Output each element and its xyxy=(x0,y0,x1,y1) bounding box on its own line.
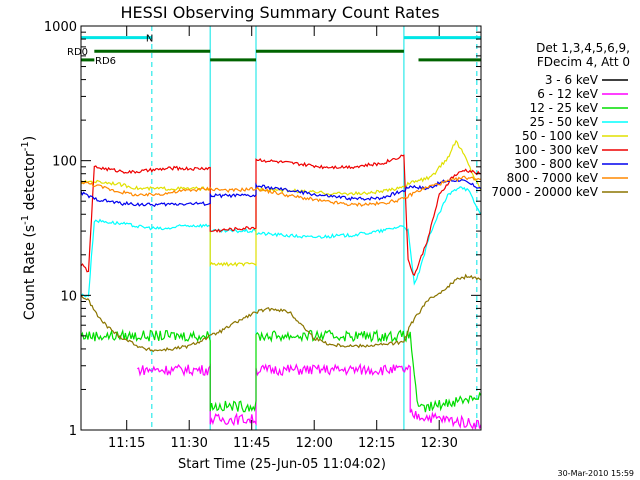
legend: Det 1,3,4,5,6,9, FDecim 4, Att 0 3 - 6 k… xyxy=(491,41,630,199)
legend-label-4: 50 - 100 keV xyxy=(522,129,599,143)
series-line-7 xyxy=(80,175,482,207)
y-tick-label-1: 10 xyxy=(60,289,77,304)
x-tick-label-4: 12:15 xyxy=(358,436,395,451)
series-line-5 xyxy=(80,154,482,277)
legend-label-3: 25 - 50 keV xyxy=(530,115,599,129)
chart-title: HESSI Observing Summary Count Rates xyxy=(120,3,439,22)
x-tick-label-1: 11:30 xyxy=(170,436,207,451)
x-axis: 11:15 11:30 11:45 12:00 12:15 12:30 xyxy=(108,26,458,451)
x-tick-label-0: 11:15 xyxy=(108,436,145,451)
plot-frame xyxy=(80,25,482,431)
decimation-label-top: RD0 xyxy=(67,47,88,58)
legend-label-7: 800 - 7000 keV xyxy=(507,171,599,185)
legend-label-8: 7000 - 20000 keV xyxy=(491,185,598,199)
legend-label-0: 3 - 6 keV xyxy=(545,73,599,87)
decimation-label-bottom: RD6 xyxy=(95,56,116,67)
x-tick-label-5: 12:30 xyxy=(420,436,457,451)
y-tick-label-0: 1 xyxy=(69,424,77,439)
series-line-2 xyxy=(80,328,482,413)
y-axis: 1 10 100 1000 xyxy=(44,20,481,439)
legend-label-5: 100 - 300 keV xyxy=(514,143,598,157)
series-line-3 xyxy=(80,186,482,298)
y-axis-label: Count Rate (s-1 detector-1) xyxy=(20,136,38,320)
legend-header-line-1: Det 1,3,4,5,6,9, xyxy=(536,41,630,55)
legend-label-1: 6 - 12 keV xyxy=(537,87,599,101)
x-tick-label-3: 12:00 xyxy=(295,436,332,451)
legend-label-6: 300 - 800 keV xyxy=(514,157,598,171)
legend-label-2: 12 - 25 keV xyxy=(530,101,599,115)
plot-area: N RD0 RD6 xyxy=(67,26,482,430)
x-axis-label: Start Time (25-Jun-05 11:04:02) xyxy=(178,457,386,472)
series-line-8 xyxy=(80,273,482,353)
series-line-1 xyxy=(137,362,482,430)
attenuator-label: N xyxy=(146,34,153,45)
y-tick-label-3: 1000 xyxy=(44,20,77,35)
y-tick-label-2: 100 xyxy=(52,155,77,170)
series-line-6 xyxy=(80,178,482,207)
x-tick-label-2: 11:45 xyxy=(233,436,270,451)
legend-header-line-2: FDecim 4, Att 0 xyxy=(537,55,630,69)
footer-timestamp: 30-Mar-2010 15:59 xyxy=(558,469,635,478)
series-line-4 xyxy=(80,139,482,268)
